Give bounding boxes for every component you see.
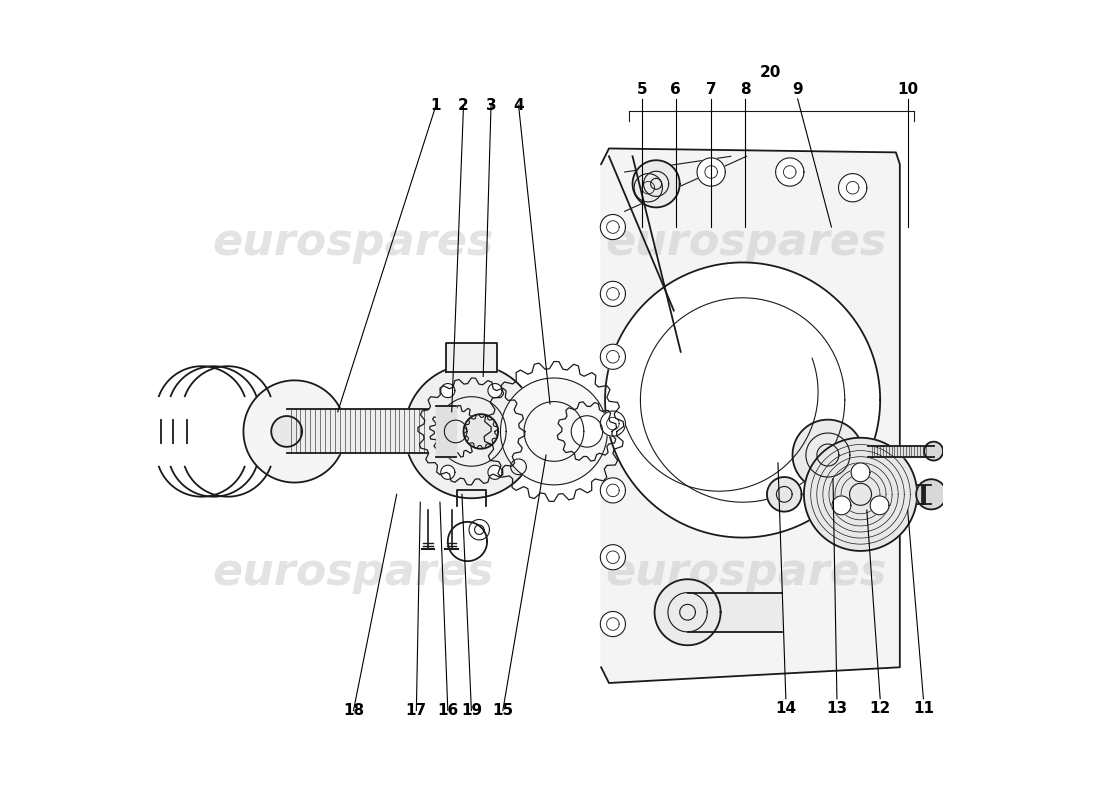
Polygon shape	[792, 420, 864, 490]
Polygon shape	[634, 174, 662, 202]
Polygon shape	[405, 365, 538, 498]
Text: 17: 17	[406, 703, 427, 718]
Polygon shape	[654, 579, 720, 646]
Polygon shape	[924, 442, 943, 461]
Polygon shape	[488, 466, 502, 479]
Polygon shape	[776, 158, 804, 186]
Text: 5: 5	[637, 82, 647, 97]
Polygon shape	[605, 262, 880, 538]
Text: 3: 3	[486, 98, 496, 113]
Text: 19: 19	[461, 703, 482, 718]
Polygon shape	[441, 466, 455, 479]
Polygon shape	[601, 344, 626, 370]
Polygon shape	[469, 519, 490, 540]
Text: 18: 18	[343, 703, 364, 718]
Polygon shape	[601, 411, 626, 436]
Polygon shape	[571, 416, 603, 447]
Polygon shape	[463, 414, 498, 449]
Polygon shape	[447, 342, 496, 373]
Text: 9: 9	[792, 82, 803, 97]
Polygon shape	[441, 383, 455, 398]
Polygon shape	[697, 158, 725, 186]
Text: eurospares: eurospares	[606, 222, 888, 264]
Polygon shape	[601, 282, 626, 306]
Text: 6: 6	[670, 82, 681, 97]
Polygon shape	[868, 446, 934, 457]
Text: 4: 4	[514, 98, 524, 113]
Text: 20: 20	[759, 65, 781, 80]
Polygon shape	[832, 496, 851, 514]
Text: 16: 16	[437, 703, 459, 718]
Polygon shape	[243, 380, 345, 482]
Polygon shape	[488, 383, 502, 398]
Polygon shape	[804, 438, 917, 551]
Polygon shape	[851, 463, 870, 482]
Polygon shape	[272, 416, 302, 447]
Text: 11: 11	[913, 701, 934, 716]
Polygon shape	[688, 593, 782, 632]
Text: 14: 14	[776, 701, 796, 716]
Polygon shape	[838, 174, 867, 202]
Polygon shape	[601, 478, 626, 503]
Text: 7: 7	[706, 82, 716, 97]
Polygon shape	[917, 485, 932, 504]
Text: eurospares: eurospares	[212, 222, 494, 264]
Polygon shape	[601, 149, 900, 683]
Text: 8: 8	[739, 82, 750, 97]
Text: eurospares: eurospares	[606, 551, 888, 594]
Text: 10: 10	[898, 82, 918, 97]
Text: 12: 12	[869, 701, 891, 716]
Text: 1: 1	[431, 98, 441, 113]
Polygon shape	[601, 611, 626, 637]
Polygon shape	[500, 378, 607, 485]
Text: 2: 2	[459, 98, 469, 113]
Text: eurospares: eurospares	[212, 551, 494, 594]
Polygon shape	[632, 160, 680, 207]
Polygon shape	[601, 545, 626, 570]
Polygon shape	[436, 406, 455, 457]
Polygon shape	[601, 214, 626, 240]
Text: 15: 15	[493, 703, 514, 718]
Polygon shape	[916, 479, 946, 510]
Text: 13: 13	[826, 701, 847, 716]
Polygon shape	[767, 477, 802, 512]
Polygon shape	[870, 496, 889, 514]
